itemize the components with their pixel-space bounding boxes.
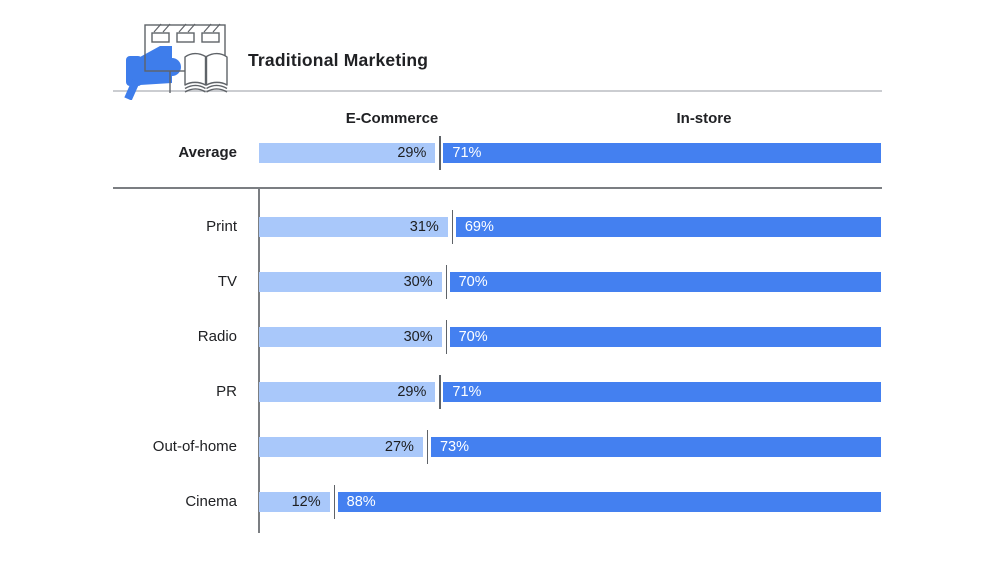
- instore-value: 69%: [464, 219, 494, 235]
- instore-segment: 88%: [337, 492, 881, 512]
- ecommerce-value: 29%: [397, 145, 427, 161]
- row-label-out-of-home: Out-of-home: [152, 438, 237, 455]
- average-separator-rule: [113, 187, 882, 189]
- bar-track-print: 31% 69%: [259, 210, 881, 244]
- ecommerce-segment: 30%: [259, 272, 442, 292]
- instore-value: 71%: [452, 384, 482, 400]
- segment-divider: [439, 136, 441, 170]
- ecommerce-segment: 29%: [259, 143, 436, 163]
- segment-divider: [439, 375, 441, 409]
- row-label-print: Print: [206, 218, 237, 235]
- bar-track-average: 29% 71%: [259, 136, 881, 170]
- row-label-cinema: Cinema: [185, 493, 237, 510]
- segment-divider: [333, 485, 336, 519]
- row-label-radio: Radio: [197, 328, 237, 345]
- instore-segment: 69%: [455, 217, 881, 237]
- ecommerce-value: 31%: [409, 219, 439, 235]
- ecommerce-value: 29%: [397, 384, 427, 400]
- megaphone-icon: [124, 46, 181, 101]
- row-label-pr: PR: [216, 383, 237, 400]
- ecommerce-value: 27%: [384, 439, 414, 455]
- traditional-marketing-icon: [95, 15, 235, 101]
- row-label-average: Average: [178, 144, 237, 161]
- instore-segment: 73%: [430, 437, 881, 457]
- segment-divider: [426, 430, 429, 464]
- instore-value: 70%: [458, 274, 488, 290]
- ecommerce-value: 30%: [403, 274, 433, 290]
- ecommerce-value: 12%: [291, 494, 321, 510]
- bar-track-radio: 30% 70%: [259, 320, 881, 354]
- instore-segment: 71%: [443, 143, 881, 163]
- segment-divider: [451, 210, 454, 244]
- instore-value: 73%: [439, 439, 469, 455]
- instore-value: 70%: [458, 329, 488, 345]
- ecommerce-segment: 31%: [259, 217, 448, 237]
- ecommerce-segment: 27%: [259, 437, 423, 457]
- y-axis-line: [258, 187, 260, 533]
- ecommerce-segment: 12%: [259, 492, 330, 512]
- header-rule: [113, 90, 882, 92]
- row-label-tv: TV: [217, 273, 237, 290]
- bar-track-pr: 29% 71%: [259, 375, 881, 409]
- ecommerce-segment: 29%: [259, 382, 436, 402]
- segment-divider: [445, 265, 448, 299]
- bar-track-out-of-home: 27% 73%: [259, 430, 881, 464]
- instore-segment: 70%: [449, 327, 881, 347]
- column-header-instore: In-store: [676, 110, 732, 127]
- bar-track-tv: 30% 70%: [259, 265, 881, 299]
- page-title: Traditional Marketing: [248, 50, 429, 70]
- segment-divider: [445, 320, 448, 354]
- instore-value: 88%: [346, 494, 376, 510]
- ecommerce-value: 30%: [403, 329, 433, 345]
- instore-value: 71%: [452, 145, 482, 161]
- bar-track-cinema: 12% 88%: [259, 485, 881, 519]
- instore-segment: 70%: [449, 272, 881, 292]
- column-header-ecommerce: E-Commerce: [345, 110, 439, 127]
- open-book-icon: [184, 52, 228, 93]
- instore-segment: 71%: [443, 382, 881, 402]
- ecommerce-segment: 30%: [259, 327, 442, 347]
